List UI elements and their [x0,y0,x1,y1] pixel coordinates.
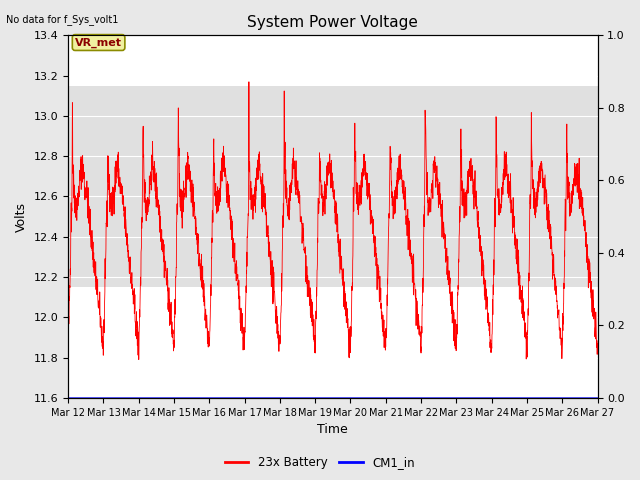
Y-axis label: Volts: Volts [15,202,28,232]
Legend: 23x Battery, CM1_in: 23x Battery, CM1_in [220,452,420,474]
Title: System Power Voltage: System Power Voltage [248,15,419,30]
Text: VR_met: VR_met [75,37,122,48]
Bar [68,86,598,287]
X-axis label: Time: Time [317,423,348,436]
Text: No data for f_Sys_volt1: No data for f_Sys_volt1 [6,14,119,25]
